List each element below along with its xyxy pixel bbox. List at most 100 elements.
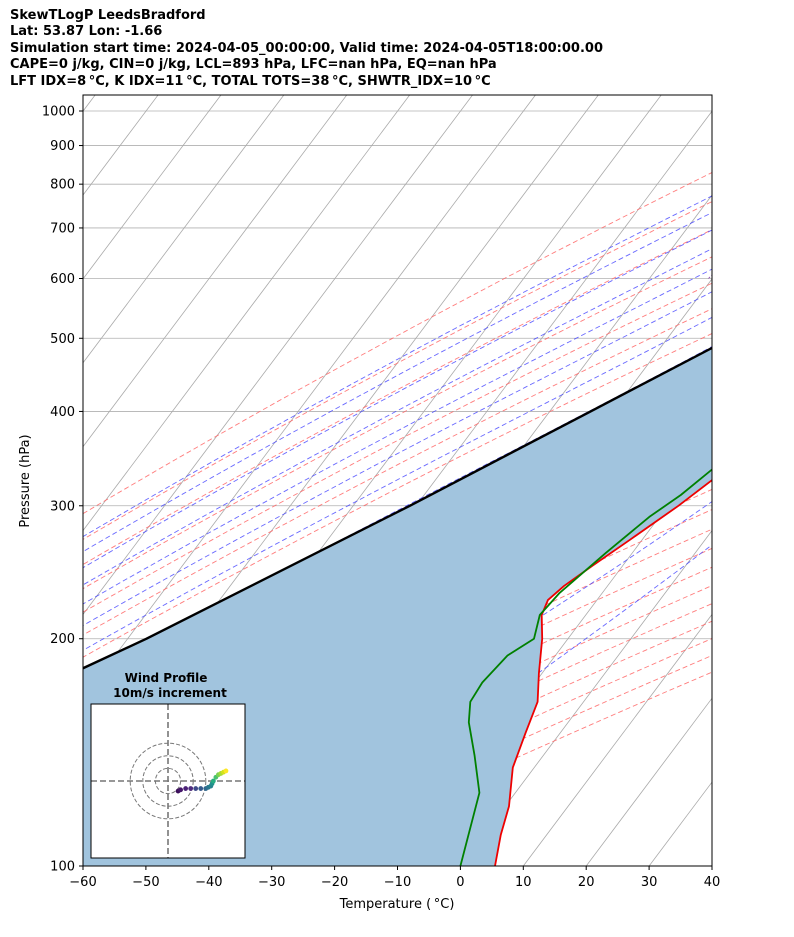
isotherm-line [522, 613, 712, 866]
wind-barb-staff [711, 144, 712, 146]
wind-barb-flag [743, 550, 751, 563]
isotherm-line [83, 95, 410, 532]
wind-barb-feather [743, 491, 746, 503]
hodograph-frame [90, 703, 246, 859]
wind-barb-feather [742, 113, 744, 120]
wind-barb-feather [746, 623, 749, 635]
isotherm-line [585, 697, 712, 866]
wind-barb-feather [746, 292, 749, 304]
wind-barb-feather [750, 237, 753, 249]
wind-barb-feather [746, 490, 749, 502]
wind-barb-feather [750, 667, 753, 679]
wind-barb-staff [711, 792, 712, 793]
wind-barb-feather [750, 707, 753, 719]
wind-barb [711, 550, 751, 566]
indices-line-1: CAPE=0 j/kg, CIN=0 j/kg, LCL=893 hPa, LF… [10, 57, 497, 73]
isotherm-line [83, 95, 348, 448]
x-axis-label: Temperature ( °C) [339, 897, 455, 912]
wind-barb-feather [743, 624, 746, 636]
wind-barb-feather [739, 491, 742, 503]
wind-barb-feather [750, 777, 753, 789]
wind-barb [711, 227, 712, 228]
y-tick-label: 500 [50, 332, 75, 347]
wind-barb-feather [746, 667, 749, 679]
wind-barb-staff [711, 163, 712, 165]
x-tick-label: −30 [258, 875, 285, 890]
wind-barb-feather [749, 105, 750, 118]
wind-barb [711, 372, 712, 373]
wind-barb-feather [746, 237, 749, 249]
wind-barb-feather [749, 116, 750, 129]
temperature-line [494, 479, 712, 866]
wind-barb [711, 441, 742, 456]
isotherm-line [83, 95, 473, 616]
wind-barb-staff [711, 721, 712, 723]
wind-barb-staff [711, 251, 712, 253]
isotherm-line [83, 95, 536, 699]
dry-adiabat [83, 528, 712, 835]
wind-barb [711, 166, 752, 185]
wind-barb-feather [746, 127, 748, 140]
indices-line-2: LFT IDX=8 °C, K IDX=11 °C, TOTAL TOTS=38… [10, 73, 491, 89]
hodograph-point [193, 786, 199, 791]
wind-barb-feather [750, 396, 753, 408]
wind-barb [711, 237, 753, 253]
wind-barb-flag [743, 585, 751, 598]
moist-adiabat [83, 212, 712, 553]
y-tick-label: 700 [50, 221, 75, 236]
wind-barb-feather [750, 263, 753, 275]
wind-barb-feather [743, 134, 746, 141]
wind-barb-staff [711, 681, 712, 683]
x-axis-ticks: −60 −50 −40 −30 −20 −10 0 10 20 30 40 [69, 866, 720, 890]
wind-barb-staff [711, 454, 712, 456]
wind-barb [711, 263, 753, 279]
hodograph-point [223, 768, 229, 774]
wind-barb [711, 118, 712, 120]
wind-barb-feather [750, 166, 752, 178]
dry-adiabat [83, 308, 712, 636]
wind-barb [711, 754, 712, 756]
wind-barb-feather [746, 814, 749, 826]
moist-adiabat [83, 195, 712, 538]
wind-barb-feather [743, 396, 746, 408]
y-axis-ticks: 1000 900 800 700 600 500 400 300 200 100 [42, 104, 83, 875]
chart-header: SkewTLogP LeedsBradford Lat: 53.87 Lon: … [10, 8, 603, 90]
moist-adiabat [83, 291, 712, 627]
dry-adiabat [83, 229, 712, 566]
wind-barb [711, 396, 753, 412]
wind-barb-feather [743, 713, 746, 719]
wind-barb [711, 105, 750, 128]
y-tick-label: 1000 [42, 104, 75, 119]
dry-adiabat [83, 171, 712, 515]
wind-barb-staff [711, 372, 712, 373]
wind-barb-feather [746, 263, 749, 275]
hodograph-point [188, 786, 194, 791]
y-tick-label: 300 [50, 499, 75, 514]
wind-barb-staff [711, 118, 712, 120]
wind-barb [711, 814, 749, 829]
dry-adiabat [83, 201, 712, 540]
x-tick-label: −10 [384, 875, 411, 890]
wind-barb-staff [711, 277, 712, 279]
wind-barb [711, 127, 748, 146]
wind-barb-staff [711, 599, 712, 601]
wind-barb-staff [711, 337, 712, 339]
wind-barb-staff [711, 410, 712, 412]
wind-barb-feather [739, 441, 742, 453]
isotherm-line [83, 95, 285, 364]
hodograph-point [210, 778, 216, 784]
wind-barb-staff [711, 638, 712, 639]
wind-barb-feather [750, 291, 753, 303]
isotherm-line [711, 865, 712, 866]
y-tick-label: 800 [50, 178, 75, 193]
hodograph-subtitle: 10m/s increment [113, 686, 227, 700]
x-tick-label: 30 [641, 875, 658, 890]
moist-adiabat [83, 229, 712, 569]
wind-barb-staff [711, 204, 712, 206]
wind-barb [711, 116, 750, 137]
wind-barb-staff [711, 505, 712, 506]
wind-barb-feather [743, 153, 746, 159]
location-line: Lat: 53.87 Lon: -1.66 [10, 24, 163, 40]
wind-barb-staff [711, 127, 712, 128]
